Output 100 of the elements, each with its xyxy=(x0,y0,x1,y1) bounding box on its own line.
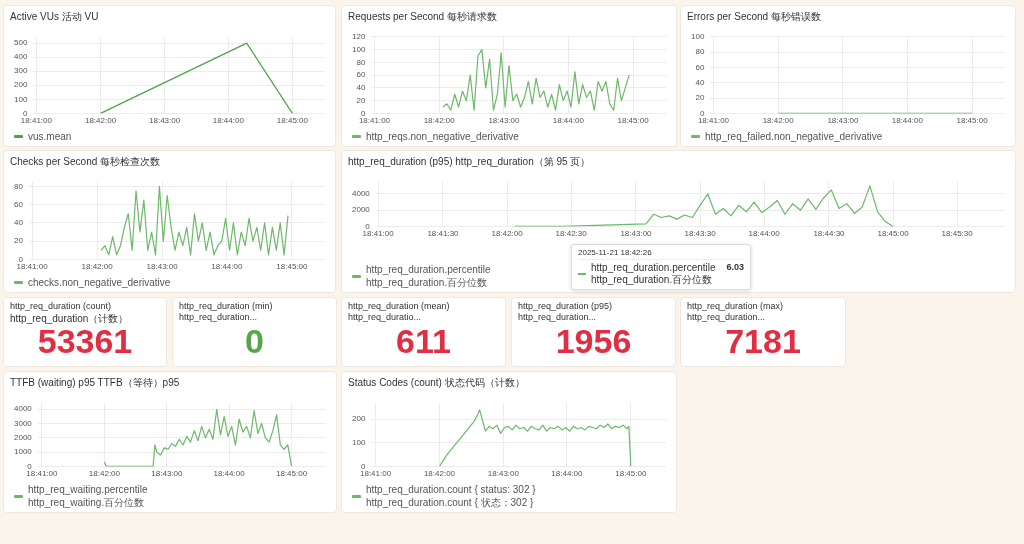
x-tick-label: 18:41:00 xyxy=(26,469,59,479)
y-tick-label: 300 xyxy=(13,66,28,76)
y-tick-label: 0 xyxy=(365,221,371,231)
y-tick-label: 2000 xyxy=(14,433,33,443)
chart-title: Errors per Second 每秒错误数 xyxy=(687,10,821,24)
data-label: 7181 xyxy=(724,322,802,361)
text: http_req_duration.percentile http_req_duration.百分位数 xyxy=(366,264,491,288)
x-tick-label: 18:45:00 xyxy=(276,262,308,272)
y-tick-label: 120 xyxy=(351,32,366,41)
chart-title: Status Codes (count) 状态代码（计数） xyxy=(348,376,525,390)
x-tick-label: 18:43:00 xyxy=(488,116,521,126)
y-tick-label: 0 xyxy=(27,461,33,471)
text: http_req_duration (min) http_req_duration... xyxy=(179,301,274,323)
x-tick-label: 18:41:00 xyxy=(697,116,730,126)
y-tick-label: 200 xyxy=(13,80,28,90)
x-tick-label: 18:45:00 xyxy=(276,116,309,126)
x-tick-label: 18:43:00 xyxy=(487,469,520,479)
x-tick-label: 18:44:00 xyxy=(891,116,924,126)
x-tick-label: 18:45:00 xyxy=(617,116,650,126)
x-tick-label: 18:43:00 xyxy=(620,229,653,239)
data-label: 0 xyxy=(244,322,265,361)
x-tick-label: 18:41:00 xyxy=(359,469,392,479)
x-tick-label: 18:41:00 xyxy=(16,262,49,272)
y-tick-label: 20 xyxy=(356,95,366,105)
x-tick-label: 18:42:30 xyxy=(555,229,588,239)
data-label: 611 xyxy=(395,322,452,361)
text: http_req_duration (mean) http_req_duratio... xyxy=(348,301,451,323)
y-tick-label: 400 xyxy=(13,52,28,62)
y-tick-label: 0 xyxy=(699,108,705,118)
x-tick-label: 18:43:00 xyxy=(146,262,179,272)
chart-title: Active VUs 活动 VU xyxy=(10,10,99,24)
text: http_req_duration (max) http_req_duration... xyxy=(687,301,785,323)
x-tick-label: 18:42:00 xyxy=(491,229,524,239)
y-tick-label: 0 xyxy=(22,108,28,118)
x-tick-label: 18:45:00 xyxy=(956,116,989,126)
y-tick-label: 100 xyxy=(351,44,366,54)
chart-title: http_req_duration (p95) http_req_duration（第 95 页） xyxy=(348,155,591,169)
y-tick-label: 100 xyxy=(351,438,366,448)
y-tick-label: 4000 xyxy=(14,404,33,414)
x-tick-label: 18:44:00 xyxy=(552,116,585,126)
y-tick-label: 0 xyxy=(360,461,366,471)
y-tick-label: 0 xyxy=(360,108,366,118)
y-tick-label: 60 xyxy=(695,62,705,72)
y-tick-label: 4000 xyxy=(352,189,371,199)
legend-label: http_req_waiting.percentile http_req_waiting.百分位数 xyxy=(28,483,148,509)
x-tick-label: 18:43:00 xyxy=(149,116,181,126)
y-tick-label: 500 xyxy=(13,38,28,48)
y-tick-label: 100 xyxy=(690,32,705,41)
y-tick-label: 80 xyxy=(13,181,24,191)
x-tick-label: 18:42:00 xyxy=(84,116,117,126)
data-label: 1956 xyxy=(554,322,633,361)
text: http_req_duration (p95) http_req_duration... xyxy=(518,301,614,323)
x-tick-label: 18:45:00 xyxy=(615,469,647,479)
x-tick-label: 18:44:00 xyxy=(212,116,245,126)
legend-label: vus.mean xyxy=(28,130,72,143)
text: http_req_duration（计数） xyxy=(10,313,130,324)
y-tick-label: 40 xyxy=(13,218,24,228)
tooltip-card: 2025-11-21 18:42:26 http_req_duration.percentile http_req_duration.百分位数 6.03 xyxy=(571,244,752,290)
x-tick-label: 18:44:00 xyxy=(748,229,781,239)
chart-title: Requests per Second 每秒请求数 xyxy=(348,10,497,24)
chart-title: Checks per Second 每秒检查次数 xyxy=(10,155,161,169)
x-tick-label: 18:45:00 xyxy=(877,229,910,239)
legend-label: http_req_duration.count { status: 302 } http_req_duration.count { 状态：302 } xyxy=(366,483,536,509)
x-tick-label: 18:41:00 xyxy=(20,116,53,126)
x-tick-label: 18:42:00 xyxy=(423,469,456,479)
x-tick-label: 18:44:00 xyxy=(211,262,243,272)
y-tick-label: 60 xyxy=(13,199,24,209)
legend-label: checks.non_negative_derivative xyxy=(28,276,171,289)
text: http_req_duration (count) xyxy=(10,301,113,312)
y-tick-label: 80 xyxy=(695,47,705,57)
x-tick-label: 18:45:30 xyxy=(941,229,974,239)
y-tick-label: 0 xyxy=(18,254,24,264)
legend-label: http_req_duration.percentile http_req_duration.百分位数 xyxy=(591,262,716,286)
y-tick-label: 20 xyxy=(13,236,24,246)
x-tick-label: 18:43:00 xyxy=(151,469,184,479)
x-tick-label: 18:44:30 xyxy=(813,229,846,239)
y-tick-label: 80 xyxy=(356,57,366,67)
x-tick-label: 18:42:00 xyxy=(423,116,456,126)
x-tick-label: 18:43:00 xyxy=(827,116,860,126)
x-tick-label: 18:43:30 xyxy=(684,229,717,239)
x-tick-label: 18:44:00 xyxy=(551,469,584,479)
y-tick-label: 100 xyxy=(13,94,28,104)
x-tick-label: 18:42:00 xyxy=(81,262,114,272)
y-tick-label: 2000 xyxy=(352,205,371,215)
x-tick-label: 18:44:00 xyxy=(213,469,246,479)
x-tick-label: 18:41:00 xyxy=(358,116,391,126)
y-tick-label: 3000 xyxy=(14,418,33,428)
y-tick-label: 200 xyxy=(351,414,366,424)
x-tick-label: 18:41:00 xyxy=(362,229,395,239)
y-tick-label: 60 xyxy=(356,70,366,80)
x-tick-label: 18:42:00 xyxy=(762,116,795,126)
y-tick-label: 40 xyxy=(695,77,705,87)
y-tick-label: 20 xyxy=(695,93,705,103)
y-tick-label: 40 xyxy=(356,83,366,93)
x-tick-label: 18:41:30 xyxy=(427,229,460,239)
x-tick-label: 18:45:00 xyxy=(276,469,308,479)
chart-title: TTFB (waiting) p95 TTFB（等待）p95 xyxy=(10,376,180,390)
legend-label: http_req_failed.non_negative_derivative xyxy=(705,130,883,143)
legend-label: http_reqs.non_negative_derivative xyxy=(366,130,519,143)
y-tick-label: 1000 xyxy=(14,447,33,457)
